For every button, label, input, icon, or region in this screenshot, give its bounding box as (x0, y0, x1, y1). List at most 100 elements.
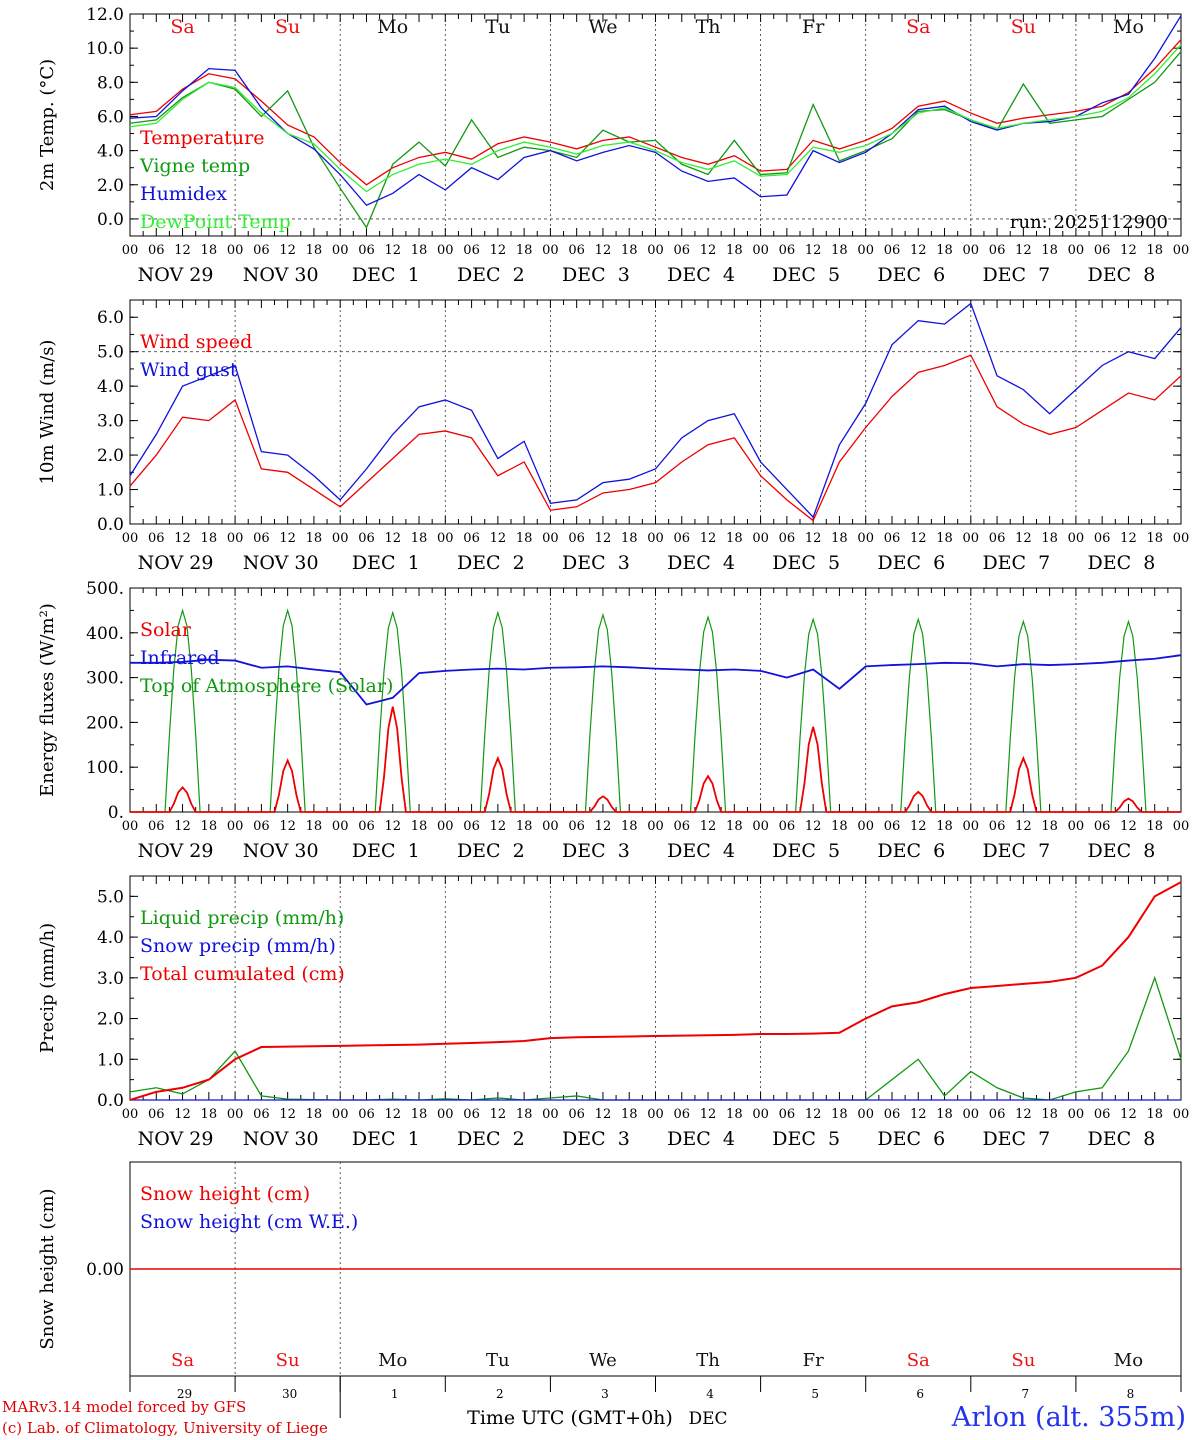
hour-tick-label: 18 (411, 531, 428, 546)
hour-tick-label: 12 (805, 1107, 822, 1122)
y-tick-label: 4.0 (97, 377, 124, 397)
hour-tick-label: 00 (857, 1107, 874, 1122)
y-tick-label: 5.0 (97, 887, 124, 907)
hour-tick-label: 18 (936, 531, 953, 546)
hour-tick-label: 12 (700, 819, 717, 834)
legend-entry: Snow height (cm) (140, 1183, 310, 1205)
weekday-label-top: Sa (170, 16, 194, 38)
y-tick-label: 6.0 (97, 107, 124, 127)
hour-tick-label: 06 (779, 243, 796, 258)
hour-tick-label: 18 (831, 531, 848, 546)
weekday-label-bottom: Fr (803, 1350, 824, 1371)
series-line-wind-1 (129, 302, 1182, 519)
hour-tick-label: 18 (201, 531, 218, 546)
hour-tick-label: 18 (831, 243, 848, 258)
hour-tick-label: 06 (148, 531, 165, 546)
hour-tick-label: 00 (1173, 531, 1190, 546)
hour-tick-label: 18 (1041, 1107, 1058, 1122)
hour-tick-label: 12 (490, 819, 507, 834)
hour-tick-label: 18 (201, 1107, 218, 1122)
station-name: Arlon (alt. 355m) (951, 1402, 1186, 1433)
hour-tick-label: 12 (174, 243, 191, 258)
legend-entry: Humidex (140, 183, 227, 205)
date-label: DEC 3 (562, 1128, 630, 1150)
weekday-label-top: Sa (906, 16, 930, 38)
hour-tick-label: 06 (463, 243, 480, 258)
y-tick-label: 1.0 (97, 1050, 124, 1070)
hour-tick-label: 06 (989, 243, 1006, 258)
hour-tick-label: 12 (1120, 531, 1137, 546)
hour-tick-label: 18 (1041, 531, 1058, 546)
date-label: DEC 8 (1088, 552, 1156, 574)
hour-tick-label: 00 (332, 531, 349, 546)
legend-entry: Liquid precip (mm/h) (140, 907, 344, 929)
hour-tick-label: 00 (1173, 819, 1190, 834)
hour-tick-label: 12 (805, 243, 822, 258)
hour-tick-label: 06 (674, 1107, 691, 1122)
hour-tick-label: 06 (989, 531, 1006, 546)
weekday-label-top: Su (275, 16, 300, 38)
y-tick-label: 500. (86, 579, 124, 599)
hour-tick-label: 00 (122, 1107, 139, 1122)
hour-tick-label: 18 (516, 531, 533, 546)
hour-tick-label: 06 (568, 531, 585, 546)
hour-tick-label: 00 (227, 243, 244, 258)
hour-tick-label: 06 (358, 243, 375, 258)
y-axis-label: 2m Temp. (°C) (37, 59, 58, 191)
date-label: DEC 8 (1088, 840, 1156, 862)
hour-tick-label: 12 (279, 243, 296, 258)
hour-tick-label: 06 (463, 1107, 480, 1122)
y-tick-label: 10.0 (86, 39, 124, 59)
hour-tick-label: 12 (910, 1107, 927, 1122)
hour-tick-label: 18 (621, 243, 638, 258)
weekday-label-bottom: Mo (1114, 1350, 1143, 1371)
y-tick-label: 300. (86, 669, 124, 689)
hour-tick-label: 06 (568, 819, 585, 834)
hour-tick-label: 00 (963, 531, 980, 546)
day-number-label: 2 (496, 1387, 504, 1401)
day-number-label: 3 (601, 1387, 609, 1401)
weekday-label-bottom: Mo (378, 1350, 407, 1371)
hour-tick-label: 12 (595, 243, 612, 258)
hour-tick-label: 12 (1015, 531, 1032, 546)
date-label: NOV 29 (138, 1128, 214, 1150)
hour-tick-label: 12 (490, 1107, 507, 1122)
hour-tick-label: 00 (647, 1107, 664, 1122)
hour-tick-label: 12 (174, 819, 191, 834)
model-credit: MARv3.14 model forced by GFS (2, 1398, 247, 1416)
hour-tick-label: 06 (358, 819, 375, 834)
hour-tick-label: 12 (279, 1107, 296, 1122)
date-label: DEC 8 (1088, 1128, 1156, 1150)
hour-tick-label: 12 (910, 243, 927, 258)
hour-tick-label: 00 (122, 531, 139, 546)
month-label: DEC (689, 1409, 728, 1429)
weekday-label-bottom: Th (696, 1350, 720, 1371)
hour-tick-label: 00 (437, 531, 454, 546)
hour-tick-label: 00 (963, 243, 980, 258)
day-number-label: 7 (1022, 1387, 1030, 1401)
hour-tick-label: 18 (201, 819, 218, 834)
series-line-temp-0 (129, 39, 1182, 186)
date-label: NOV 29 (138, 552, 214, 574)
hour-tick-label: 12 (805, 819, 822, 834)
date-label: DEC 5 (772, 264, 840, 286)
hour-tick-label: 06 (253, 1107, 270, 1122)
lab-credit: (c) Lab. of Climatology, University of L… (2, 1419, 328, 1437)
hour-tick-label: 00 (122, 243, 139, 258)
legend-entry: Wind gust (140, 359, 238, 381)
date-label: NOV 30 (243, 264, 319, 286)
date-label: DEC 1 (352, 840, 420, 862)
hour-tick-label: 18 (831, 1107, 848, 1122)
y-tick-label: 4.0 (97, 142, 124, 162)
hour-tick-label: 06 (674, 243, 691, 258)
hour-tick-label: 18 (726, 243, 743, 258)
series-line-wind-0 (129, 354, 1182, 522)
hour-tick-label: 00 (227, 819, 244, 834)
y-tick-label: 6.0 (97, 308, 124, 328)
hour-tick-label: 06 (674, 819, 691, 834)
date-label: DEC 2 (457, 552, 525, 574)
hour-tick-label: 12 (490, 243, 507, 258)
hour-tick-label: 06 (253, 531, 270, 546)
hour-tick-label: 00 (752, 819, 769, 834)
hour-tick-label: 18 (516, 243, 533, 258)
